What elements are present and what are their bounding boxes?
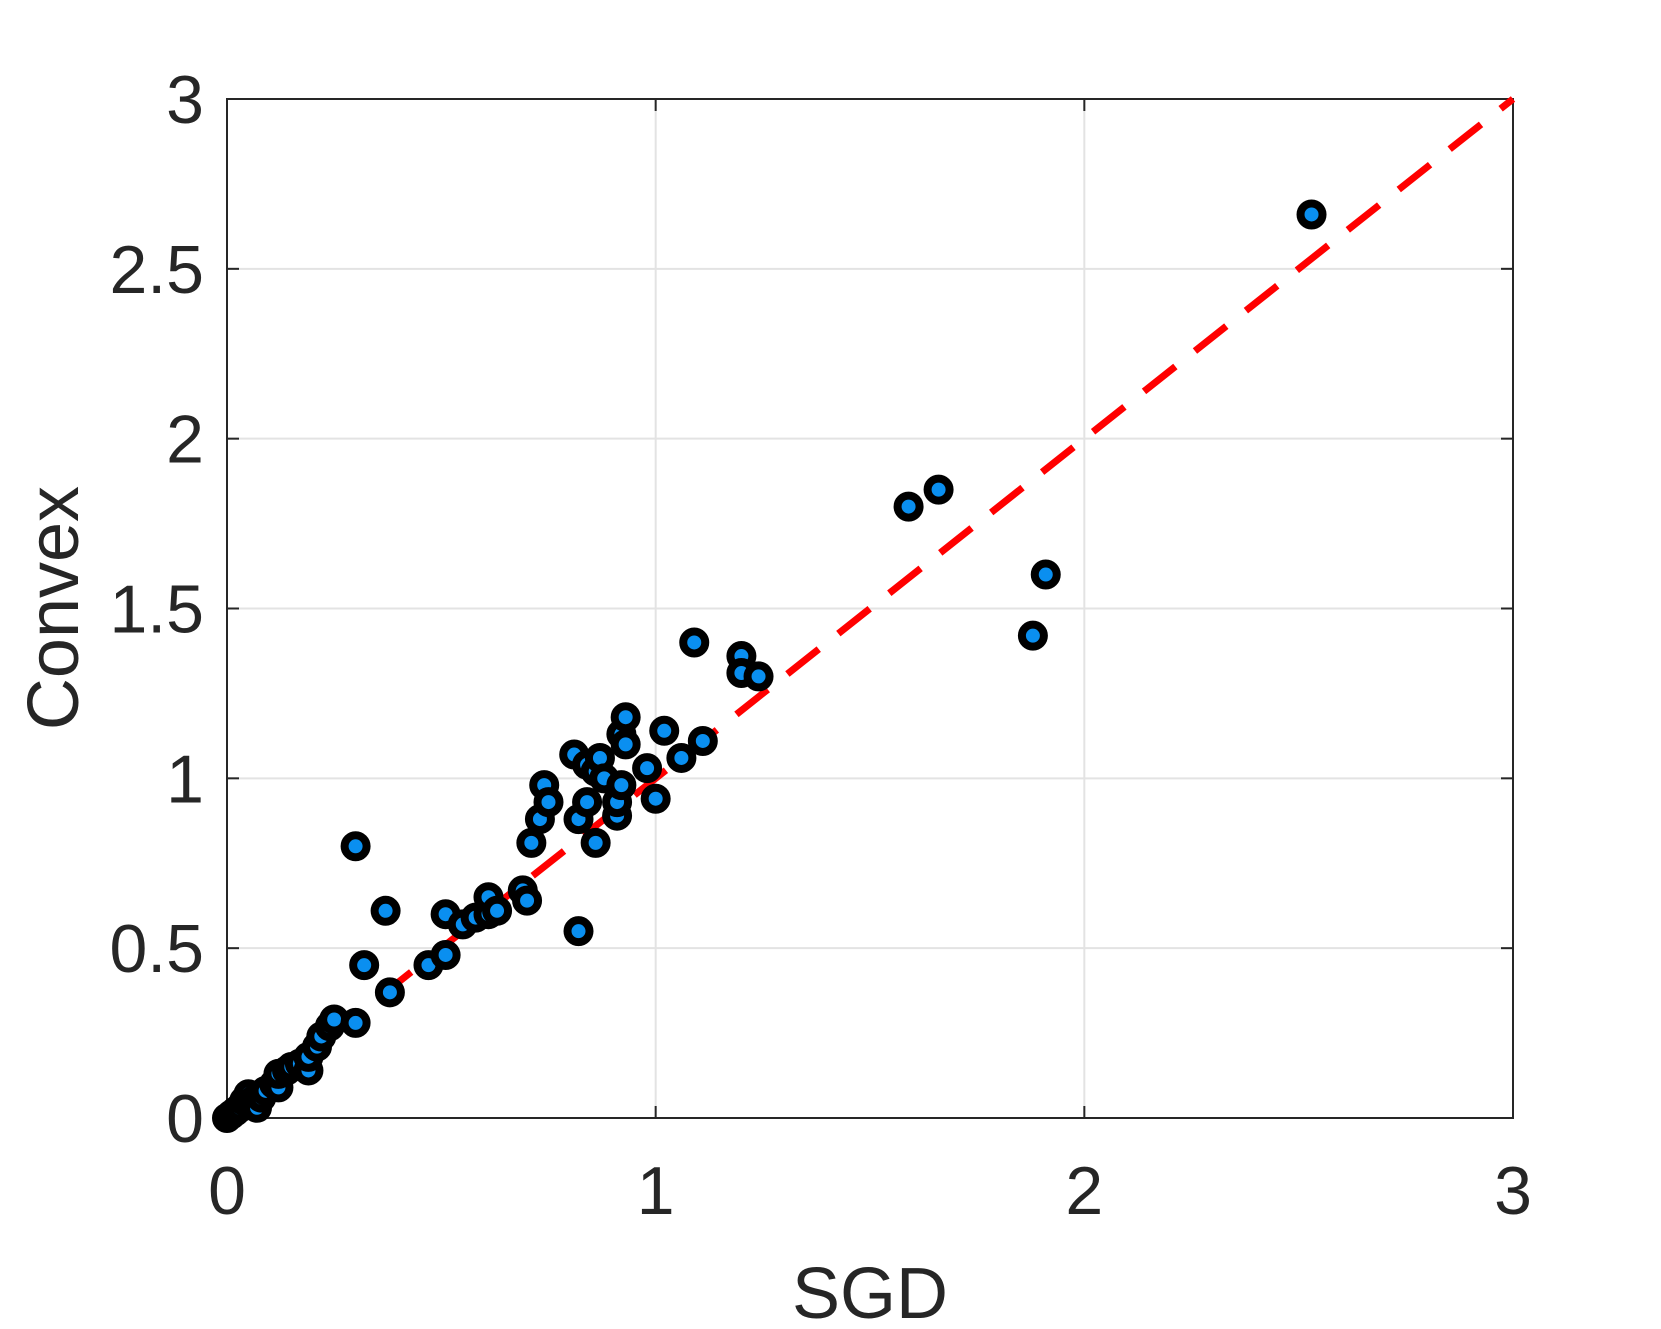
x-tick-label: 3: [1494, 1153, 1532, 1229]
data-point: [370, 895, 401, 926]
y-tick-label: 2.5: [109, 232, 204, 308]
data-point: [610, 702, 641, 733]
data-point: [340, 831, 371, 862]
y-tick-label: 2: [166, 402, 204, 478]
data-point: [349, 950, 380, 981]
data-point: [1030, 559, 1061, 590]
data-point: [563, 916, 594, 947]
x-tick-labels: 0 1 2 3: [208, 1153, 1532, 1229]
data-point: [606, 770, 637, 801]
y-tick-label: 0.5: [109, 911, 204, 987]
data-point: [1017, 620, 1048, 651]
data-point: [482, 895, 513, 926]
x-tick-label: 0: [208, 1153, 246, 1229]
plot-frame: [226, 98, 1514, 1119]
data-point: [743, 661, 774, 692]
x-axis-label: SGD: [792, 1254, 948, 1329]
data-point: [923, 474, 954, 505]
data-point: [610, 729, 641, 760]
y-tick-label: 1.5: [109, 572, 204, 648]
data-point: [1296, 199, 1327, 230]
x-tick-label: 2: [1065, 1153, 1103, 1229]
y-tick-label: 0: [166, 1081, 204, 1157]
data-point: [572, 787, 603, 818]
data-point: [340, 1007, 371, 1038]
data-point: [516, 827, 547, 858]
data-point: [580, 827, 611, 858]
data-point: [666, 742, 697, 773]
y-tick-label: 3: [166, 62, 204, 138]
data-point: [679, 627, 710, 658]
data-point: [374, 977, 405, 1008]
y-axis-label: Convex: [14, 486, 94, 730]
x-tick-label: 1: [637, 1153, 675, 1229]
data-point: [649, 715, 680, 746]
data-point: [893, 491, 924, 522]
data-point: [640, 783, 671, 814]
data-point: [430, 939, 461, 970]
y-tick-labels: 0 0.5 1 1.5 2 2.5 3: [109, 62, 204, 1157]
data-point: [533, 787, 564, 818]
data-point: [632, 753, 663, 784]
data-point: [512, 885, 543, 916]
data-points: [212, 199, 1327, 1133]
y-tick-label: 1: [166, 741, 204, 817]
data-point: [687, 725, 718, 756]
